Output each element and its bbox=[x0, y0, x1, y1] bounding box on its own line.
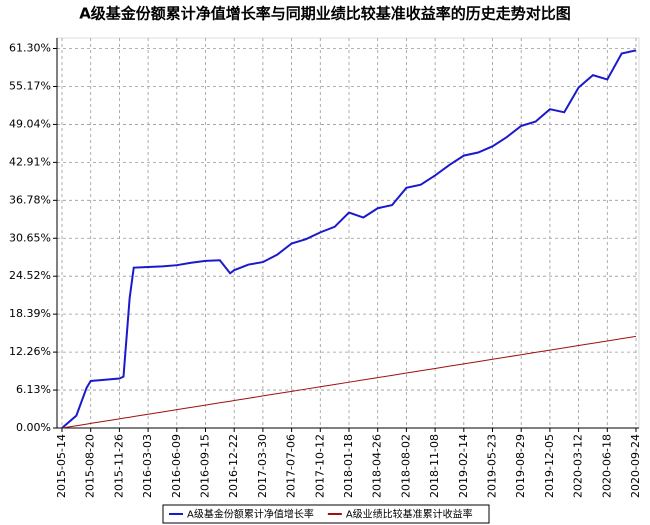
x-tick-label: 2017-07-06 bbox=[285, 434, 298, 498]
x-tick-label: 2019-02-14 bbox=[457, 434, 470, 498]
x-tick-label: 2016-12-22 bbox=[227, 434, 240, 498]
chart-title: A级基金份额累计净值增长率与同期业绩比较基准收益率的历史走势对比图 bbox=[79, 5, 571, 23]
x-tick-label: 2016-09-15 bbox=[199, 434, 212, 498]
series-line bbox=[61, 335, 637, 429]
legend-box bbox=[162, 504, 490, 524]
legend-label: A级基金份额累计净值增长率 bbox=[187, 508, 314, 521]
y-tick-label: 6.13% bbox=[16, 383, 51, 396]
x-tick-label: 2019-08-29 bbox=[514, 434, 527, 498]
x-tick-label: 2018-11-08 bbox=[428, 434, 441, 498]
x-tick-label: 2017-03-30 bbox=[256, 434, 269, 498]
series-line bbox=[61, 49, 637, 429]
x-tick-label: 2017-10-12 bbox=[313, 434, 326, 498]
x-tick-label: 2018-04-26 bbox=[371, 434, 384, 498]
y-tick-label: 55.17% bbox=[9, 79, 51, 92]
y-tick-label: 0.00% bbox=[16, 421, 51, 434]
plot-frame bbox=[56, 37, 640, 429]
x-tick-label: 2018-01-18 bbox=[342, 434, 355, 498]
x-tick-label: 2019-12-05 bbox=[543, 434, 556, 498]
x-tick-label: 2018-08-02 bbox=[399, 434, 412, 498]
x-tick-label: 2020-09-24 bbox=[629, 434, 642, 498]
y-tick-label: 49.04% bbox=[9, 117, 51, 130]
y-tick-label: 24.52% bbox=[9, 269, 51, 282]
y-tick-label: 36.78% bbox=[9, 193, 51, 206]
y-tick-label: 42.91% bbox=[9, 155, 51, 168]
x-tick-label: 2020-06-18 bbox=[600, 434, 613, 498]
x-tick-label: 2015-11-26 bbox=[112, 434, 125, 498]
legend-label: A级业绩比较基准累计收益率 bbox=[346, 508, 473, 521]
y-tick-label: 30.65% bbox=[9, 231, 51, 244]
x-tick-label: 2019-05-23 bbox=[486, 434, 499, 498]
x-tick-label: 2016-03-03 bbox=[141, 434, 154, 498]
x-tick-label: 2020-03-12 bbox=[572, 434, 585, 498]
y-tick-label: 18.39% bbox=[9, 307, 51, 320]
x-tick-label: 2015-05-14 bbox=[55, 434, 68, 498]
y-tick-label: 12.26% bbox=[9, 345, 51, 358]
x-tick-label: 2016-06-09 bbox=[170, 434, 183, 498]
x-tick-label: 2015-08-20 bbox=[84, 434, 97, 498]
y-tick-label: 61.30% bbox=[9, 42, 51, 55]
